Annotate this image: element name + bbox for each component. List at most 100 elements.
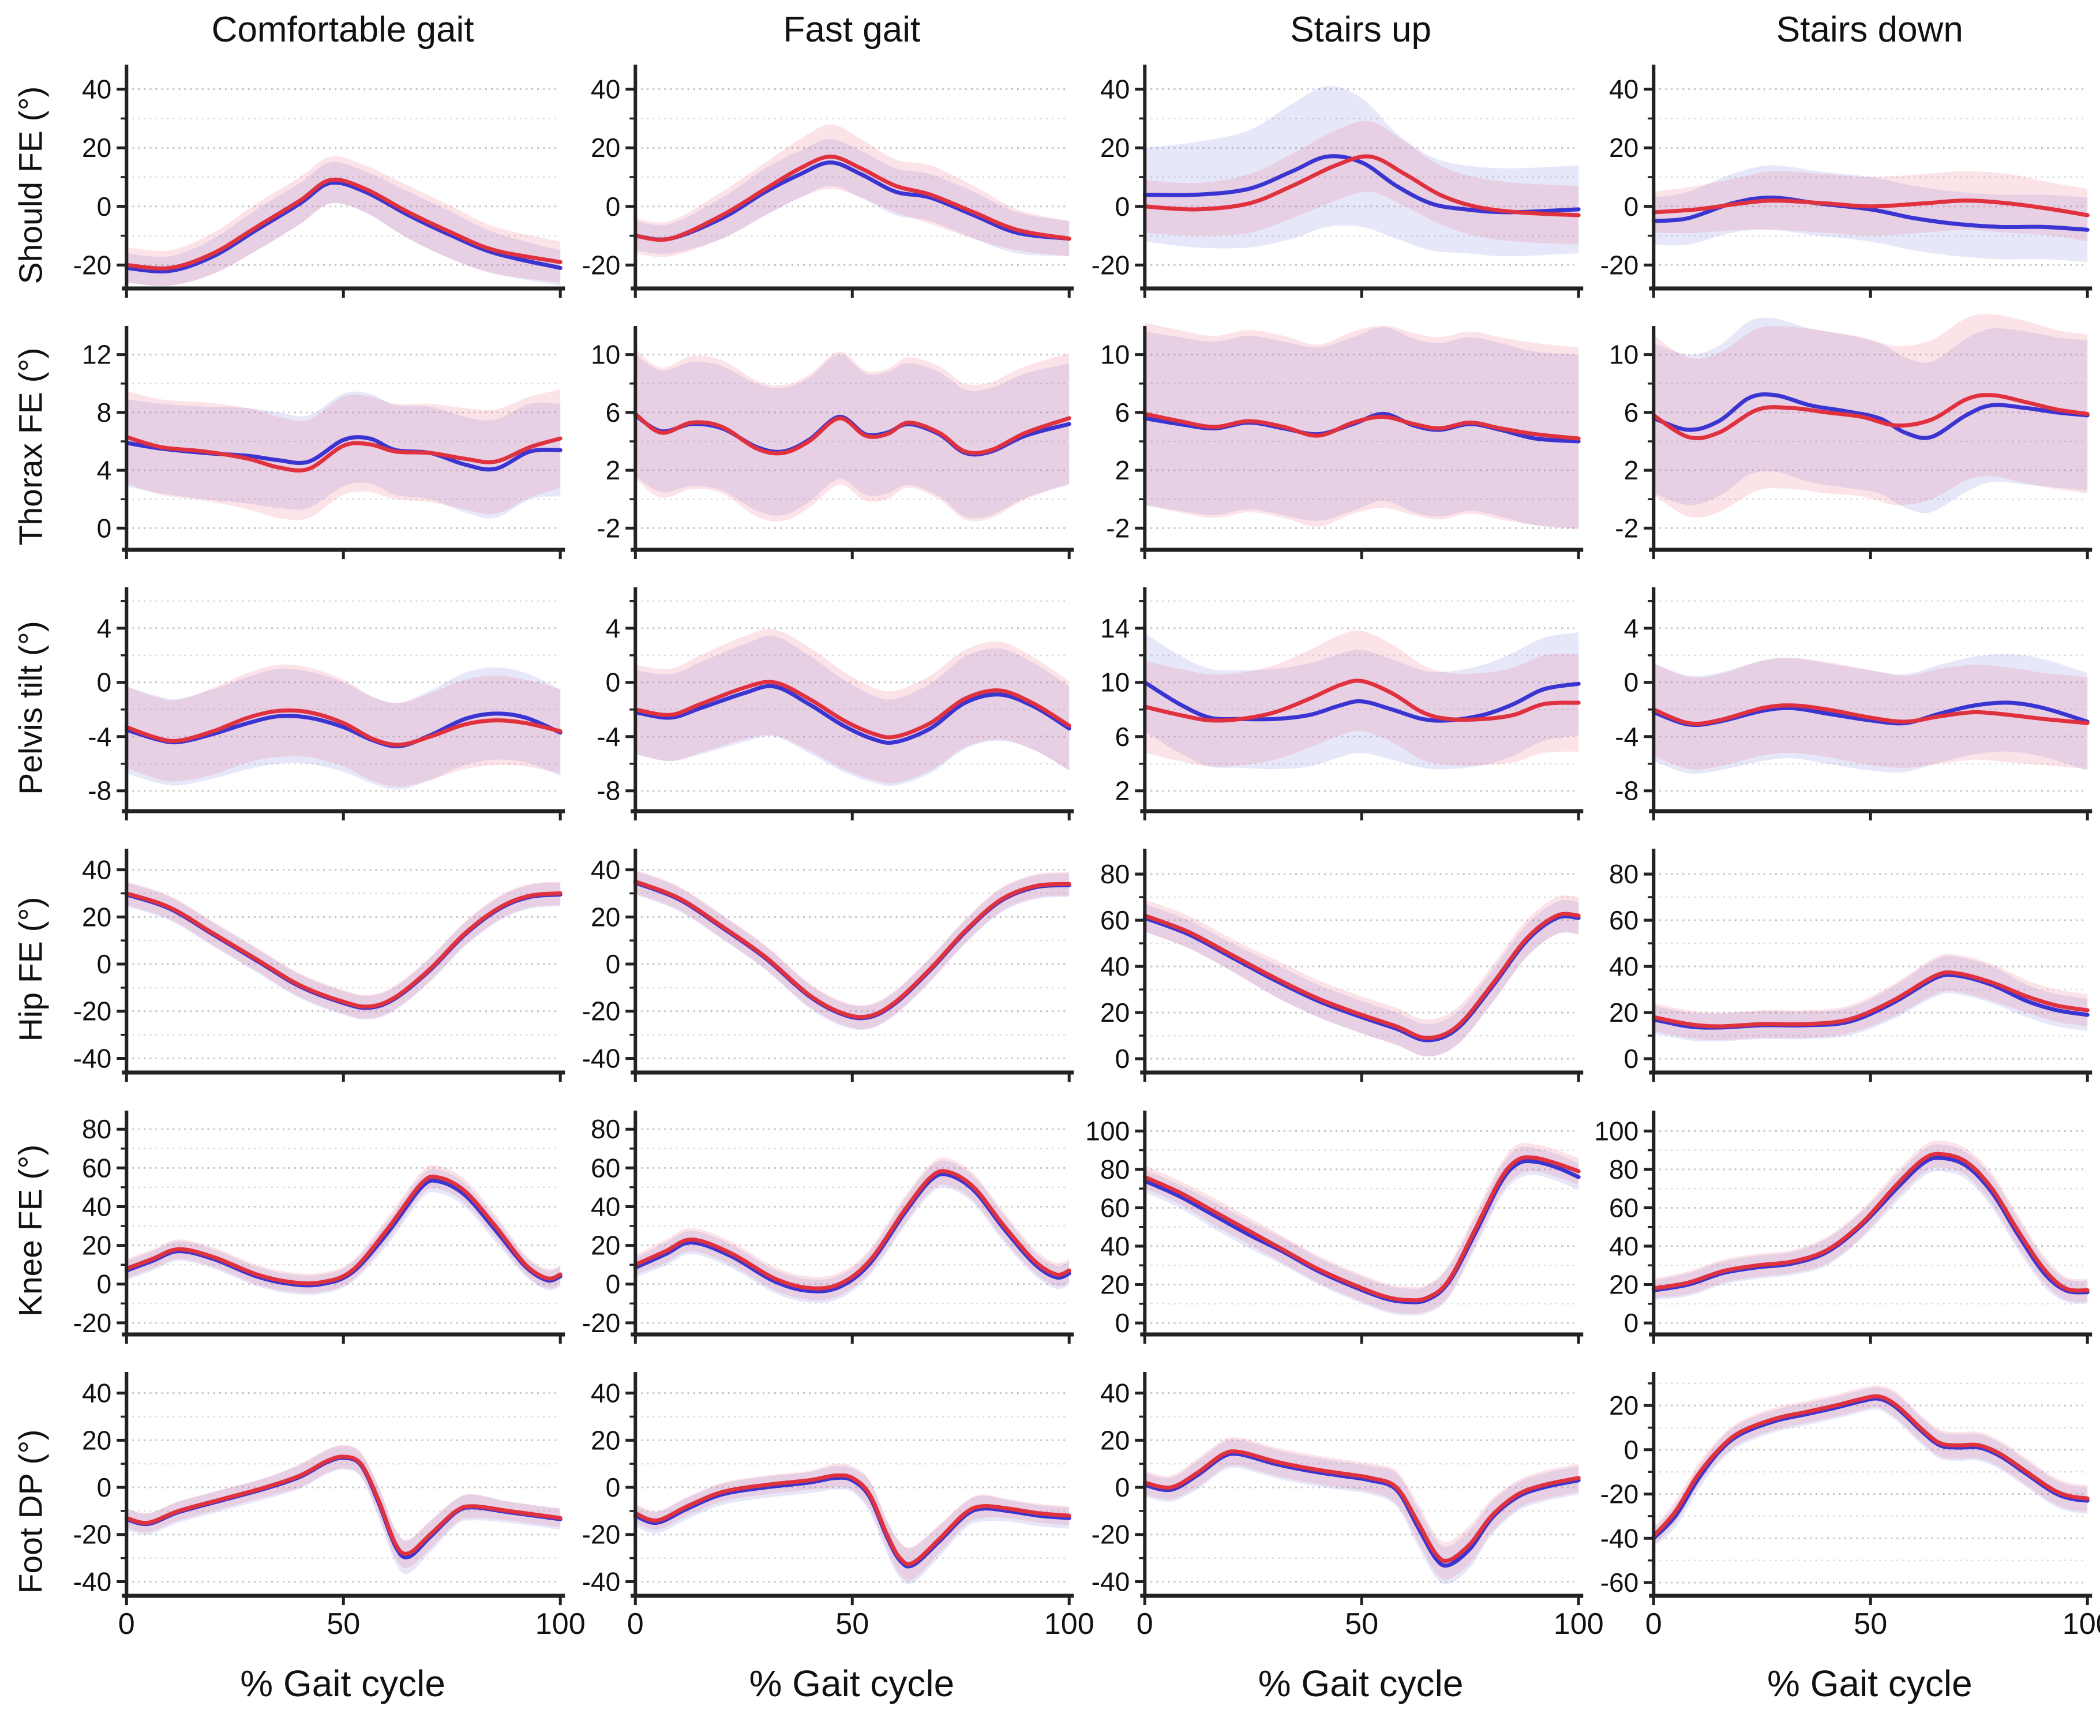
axes	[1139, 587, 1583, 813]
x-axis-labels: % Gait cycle % Gait cycle % Gait cycle %…	[3, 1662, 2094, 1718]
y-tick-label: 80	[1609, 859, 1638, 889]
y-tick-label: -20	[582, 1307, 621, 1337]
red-band	[1144, 121, 1578, 245]
subplot-thorax-fe--stairs-down: -2 2 6 10	[1585, 314, 2094, 577]
plot-svg: -2 2 6 10	[1609, 314, 2092, 560]
x-tick-label: 50	[1345, 1607, 1378, 1641]
y-tick-label: 0	[97, 1269, 112, 1299]
red-band	[635, 870, 1070, 1029]
x-tick-label: 100	[1553, 1607, 1603, 1641]
y-tick-label: -20	[1600, 250, 1638, 280]
axes	[122, 587, 565, 813]
y-tick-label: 40	[591, 855, 620, 885]
red-line	[1651, 198, 2090, 218]
x-axis-ticks	[125, 1334, 562, 1344]
y-tick-label: 40	[82, 74, 111, 104]
y-tick-label: 0	[606, 949, 621, 979]
y-axis-ticks: 0 4 8 12	[82, 340, 127, 543]
confidence-bands	[1653, 654, 2087, 774]
y-tick-label: -20	[1091, 250, 1130, 280]
y-tick-label: 60	[82, 1153, 111, 1183]
x-tick-label: 50	[327, 1607, 360, 1641]
mean-lines	[124, 1454, 562, 1559]
red-band	[635, 629, 1070, 783]
y-tick-label: 40	[591, 1378, 620, 1408]
column-title-stairs-up: Stairs up	[1290, 9, 1431, 50]
subplot-foot-dp--fast-gait: -40 -20 0 20 40 0 50 100	[567, 1362, 1094, 1662]
y-tick-label: 0	[97, 192, 112, 222]
mean-lines	[1142, 1449, 1581, 1568]
y-tick-label: 60	[1100, 1193, 1129, 1223]
y-tick-label: 100	[1594, 1116, 1638, 1146]
blue-band	[126, 883, 561, 1020]
mean-lines	[633, 1168, 1071, 1293]
red-line	[1142, 912, 1581, 1041]
y-axis-ticks: -40 -20 0 20 40	[582, 1378, 636, 1596]
mean-lines	[1142, 1154, 1581, 1304]
subplot-foot-dp--comfortable-gait: -40 -20 0 20 40 0 50 100	[58, 1362, 586, 1662]
y-tick-label: -20	[73, 1307, 112, 1337]
subplot-thorax-fe--stairs-up: -2 2 6 10	[1077, 316, 1585, 577]
axes	[1649, 849, 2092, 1075]
plot-svg: 0 20 40 60 80	[1609, 849, 2092, 1082]
row-label-text: Should FE (°)	[12, 86, 50, 284]
red-line	[633, 1473, 1071, 1566]
y-tick-label: 20	[1609, 1390, 1638, 1420]
red-line	[124, 1454, 562, 1556]
y-tick-label: 40	[1100, 74, 1129, 104]
blue-line	[1142, 154, 1581, 215]
y-tick-label: 4	[606, 613, 621, 643]
y-tick-label: 10	[591, 340, 620, 370]
subplot-hip-fe--stairs-down: 0 20 40 60 80	[1585, 838, 2094, 1100]
x-tick-label: 50	[1854, 1607, 1887, 1641]
x-axis-label: % Gait cycle	[240, 1663, 445, 1705]
y-tick-label: 20	[82, 1230, 111, 1260]
y-axis-ticks: -40 -20 0 20 40	[73, 1378, 127, 1596]
y-tick-label: 20	[82, 1425, 111, 1455]
y-axis-ticks: -60 -40 -20 0 20	[1600, 1382, 1654, 1598]
column-titles: Comfortable gait Fast gait Stairs up Sta…	[3, 5, 2094, 54]
x-axis-ticks: 0 50 100	[1645, 1595, 2100, 1641]
blue-band	[1653, 165, 2087, 263]
y-tick-label: -60	[1600, 1568, 1638, 1598]
subplot-pelvis-tilt--stairs-up: 2 6 10 14	[1077, 577, 1585, 838]
mean-lines	[124, 1174, 562, 1287]
y-tick-label: 40	[1100, 1231, 1129, 1261]
y-tick-label: 60	[591, 1153, 620, 1183]
mean-lines	[1142, 678, 1581, 723]
y-tick-label: 6	[1115, 398, 1130, 428]
confidence-bands	[126, 389, 561, 520]
y-tick-label: 6	[1115, 722, 1130, 752]
y-tick-label: 20	[591, 902, 620, 932]
row-label-1: Thorax FE (°)	[3, 316, 58, 577]
x-axis-ticks	[1143, 1334, 1580, 1344]
x-tick-label: 0	[118, 1607, 135, 1641]
plot-svg: -8 -4 0 4	[597, 587, 1074, 821]
red-line	[1142, 1449, 1581, 1563]
y-tick-label: -20	[582, 250, 621, 280]
y-tick-label: 0	[1623, 668, 1638, 698]
y-tick-label: -4	[597, 722, 620, 752]
y-tick-label: -8	[597, 776, 620, 806]
y-axis-ticks: -40 -20 0 20 40	[582, 855, 636, 1074]
red-band	[635, 124, 1070, 257]
red-line	[1651, 1152, 2090, 1292]
plot-svg: -20 0 20 40	[582, 65, 1074, 298]
y-tick-label: 0	[1623, 192, 1638, 222]
y-tick-label: 0	[1623, 1434, 1638, 1464]
x-axis-ticks	[125, 550, 562, 560]
confidence-bands	[126, 156, 561, 286]
confidence-bands	[635, 629, 1070, 786]
y-tick-label: -40	[73, 1044, 112, 1074]
subplot-hip-fe--stairs-up: 0 20 40 60 80	[1077, 838, 1585, 1100]
red-line	[124, 891, 562, 1009]
subplot-should-fe--fast-gait: -20 0 20 40	[567, 54, 1076, 316]
blue-band	[635, 138, 1070, 257]
x-axis-label: % Gait cycle	[1767, 1663, 1972, 1705]
red-line	[1651, 703, 2090, 726]
y-axis-ticks: -40 -20 0 20 40	[73, 855, 127, 1074]
plot-svg: -20 0 20 40 60 80	[73, 1110, 565, 1344]
y-tick-label: 0	[1623, 1044, 1638, 1074]
mean-lines	[124, 708, 562, 749]
y-tick-label: 0	[1115, 1308, 1130, 1338]
